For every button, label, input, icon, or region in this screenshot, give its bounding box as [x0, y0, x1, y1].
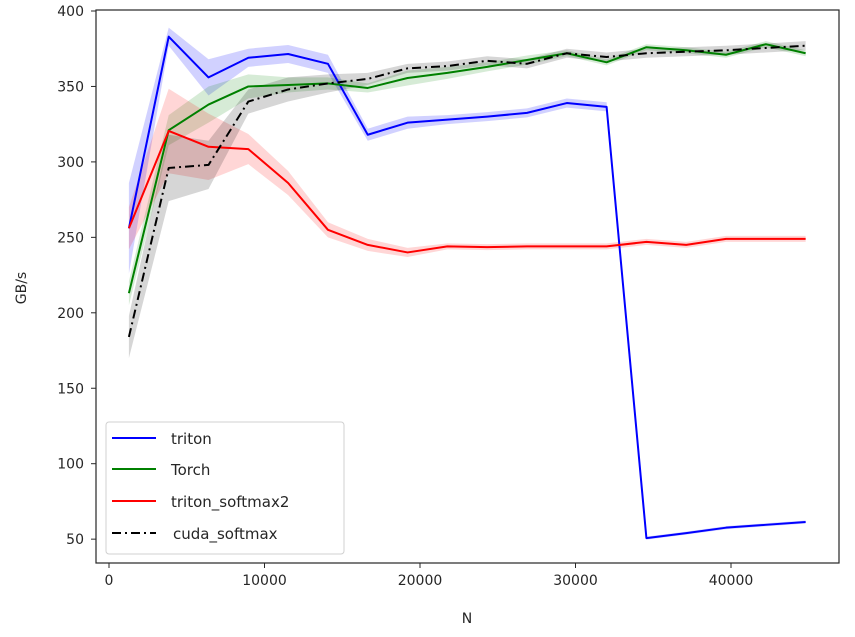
- y-tick-label: 300: [57, 155, 84, 171]
- y-tick-label: 400: [57, 4, 84, 20]
- legend-label-triton-softmax2: triton_softmax2: [171, 493, 289, 512]
- series-lines: [127, 35, 806, 540]
- axes-frame: [95, 9, 840, 564]
- x-tick-label: 10000: [242, 573, 287, 589]
- legend: triton Torch triton_softmax2 cuda_softma…: [105, 421, 345, 555]
- y-tick-label: 100: [57, 457, 84, 473]
- confidence-bands: [128, 27, 806, 540]
- x-tick-label: 40000: [709, 573, 754, 589]
- y-tick-label: 200: [57, 306, 84, 322]
- legend-label-cuda-softmax: cuda_softmax: [173, 525, 278, 544]
- line-triton: [127, 35, 806, 540]
- y-tick-label: 150: [57, 381, 84, 397]
- y-axis-label: GB/s: [14, 272, 30, 304]
- x-tick-label: 0: [105, 573, 114, 589]
- legend-label-torch: Torch: [170, 461, 210, 479]
- legend-label-triton: triton: [171, 430, 212, 448]
- line-triton-softmax2: [127, 129, 806, 254]
- x-axis-ticks: 0 10000 20000 30000 40000: [105, 563, 754, 589]
- y-tick-label: 250: [57, 230, 84, 246]
- y-axis-ticks: 50 100 150 200 250 300 350 400: [57, 4, 96, 548]
- x-axis-label: N: [462, 611, 472, 627]
- band-triton-softmax2: [128, 88, 806, 257]
- y-tick-label: 350: [57, 79, 84, 95]
- band-triton: [128, 27, 806, 540]
- x-tick-label: 30000: [553, 573, 598, 589]
- x-tick-label: 20000: [398, 573, 443, 589]
- y-tick-label: 50: [66, 532, 84, 548]
- legend-box: [105, 421, 345, 555]
- line-torch: [127, 43, 806, 294]
